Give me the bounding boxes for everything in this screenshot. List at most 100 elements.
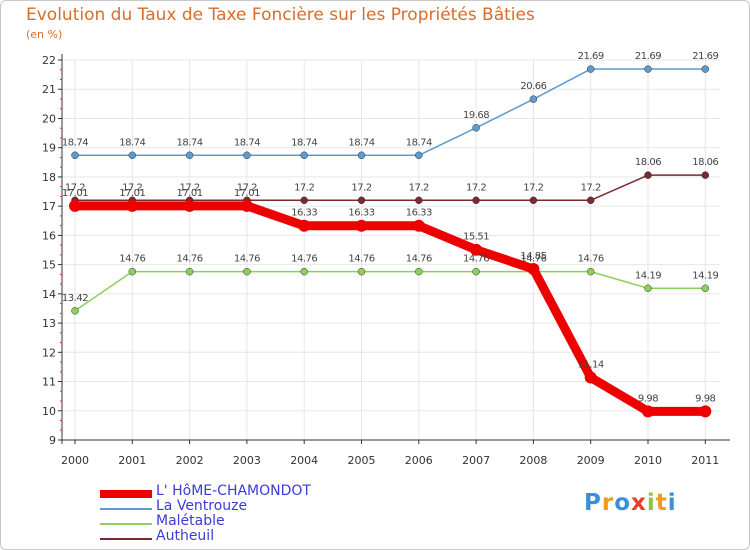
data-label: 15.51 xyxy=(463,232,489,243)
data-label: 17.2 xyxy=(581,182,601,193)
y-tick-label: 20 xyxy=(42,112,56,125)
data-label: 14.76 xyxy=(406,254,432,265)
data-label: 14.19 xyxy=(692,270,718,281)
data-point xyxy=(240,199,253,212)
logo-letter: r xyxy=(601,490,615,516)
x-tick-label: 2008 xyxy=(519,454,547,467)
y-tick-label: 9 xyxy=(49,434,56,447)
data-point xyxy=(185,267,194,276)
data-label: 17.01 xyxy=(177,188,203,199)
x-tick-label: 2010 xyxy=(634,454,662,467)
data-label: 16.33 xyxy=(348,208,374,219)
data-label: 18.74 xyxy=(119,137,145,148)
data-point xyxy=(69,199,81,212)
data-point xyxy=(529,196,538,205)
data-label: 13.42 xyxy=(62,293,88,304)
data-point xyxy=(243,267,251,276)
data-point xyxy=(355,219,368,232)
data-point xyxy=(642,405,654,418)
series-line xyxy=(70,201,710,416)
legend-swatch xyxy=(100,490,152,498)
data-label: 14.19 xyxy=(635,270,661,281)
logo-letter: t xyxy=(655,490,668,516)
y-tick-label: 22 xyxy=(42,54,56,67)
data-label: 18.74 xyxy=(62,137,88,148)
data-label: 17.01 xyxy=(119,188,145,199)
x-tick-label: 2011 xyxy=(691,454,719,467)
data-label: 9.98 xyxy=(638,393,658,404)
data-point xyxy=(586,267,595,276)
data-point xyxy=(527,263,540,275)
y-tick-label: 17 xyxy=(42,200,56,213)
data-point xyxy=(415,267,423,276)
data-point xyxy=(472,267,480,276)
data-point xyxy=(357,196,366,205)
data-point xyxy=(415,196,423,205)
logo-letter: i xyxy=(667,490,677,516)
legend-label: La Ventrouze xyxy=(156,498,248,514)
data-label: 17.2 xyxy=(294,182,314,193)
y-tick-label: 16 xyxy=(42,229,56,242)
data-label: 18.74 xyxy=(406,137,432,148)
data-point xyxy=(71,151,79,160)
data-label: 17.2 xyxy=(65,182,85,193)
series-line xyxy=(74,270,707,312)
data-label: 18.74 xyxy=(177,137,203,148)
data-point xyxy=(586,65,595,73)
y-tick-label: 13 xyxy=(42,317,56,330)
legend-label: Autheuil xyxy=(156,528,215,544)
data-point xyxy=(128,151,137,160)
data-point xyxy=(243,151,251,160)
data-label: 14.76 xyxy=(463,254,489,265)
proxiti-logo: Proxiti xyxy=(584,490,677,516)
data-label: 14.76 xyxy=(177,254,203,265)
data-label: 14.76 xyxy=(348,254,374,265)
y-tick-label: 21 xyxy=(42,83,56,96)
data-label: 17.01 xyxy=(234,188,260,199)
data-label: 18.74 xyxy=(291,137,317,148)
data-point xyxy=(357,151,366,160)
x-tick-label: 2005 xyxy=(348,454,376,467)
data-label: 14.76 xyxy=(119,254,145,265)
data-point xyxy=(128,267,137,276)
data-label: 17.2 xyxy=(122,182,142,193)
data-label: 18.06 xyxy=(635,157,661,168)
y-tick-label: 14 xyxy=(42,288,56,301)
data-label: 21.69 xyxy=(635,51,661,62)
x-tick-label: 2000 xyxy=(61,454,89,467)
logo-letter: i xyxy=(646,490,656,516)
data-label: 14.76 xyxy=(520,254,546,265)
data-label: 17.2 xyxy=(466,182,486,193)
data-label: 11.14 xyxy=(578,359,604,370)
x-tick-label: 2009 xyxy=(577,454,605,467)
data-label: 20.66 xyxy=(520,81,546,92)
series-line xyxy=(74,68,707,157)
data-label: 9.98 xyxy=(695,393,715,404)
data-label: 17.2 xyxy=(351,182,371,193)
legend-label: L' HôME-CHAMONDOT xyxy=(156,483,311,499)
data-point xyxy=(584,371,597,384)
data-point xyxy=(644,284,652,293)
series-lines xyxy=(69,65,712,418)
data-point xyxy=(470,243,483,256)
data-point xyxy=(300,196,308,205)
data-point xyxy=(472,124,480,132)
y-tick-label: 19 xyxy=(42,142,56,155)
y-tick-label: 10 xyxy=(42,405,56,418)
data-label: 19.68 xyxy=(463,110,489,121)
data-point xyxy=(529,95,538,103)
data-label: 18.74 xyxy=(234,137,260,148)
data-point xyxy=(701,171,710,179)
data-point xyxy=(185,151,194,160)
x-tick-label: 2001 xyxy=(118,454,146,467)
data-point xyxy=(699,405,712,418)
unit-label: (en %) xyxy=(26,28,63,41)
y-tick-label: 11 xyxy=(42,376,56,389)
legend-swatch xyxy=(100,538,152,540)
data-label: 17.01 xyxy=(62,188,88,199)
logo-letter: o xyxy=(614,490,632,516)
data-point xyxy=(183,199,196,212)
data-label: 17.2 xyxy=(179,182,199,193)
data-point xyxy=(126,199,139,212)
data-point xyxy=(472,196,480,205)
